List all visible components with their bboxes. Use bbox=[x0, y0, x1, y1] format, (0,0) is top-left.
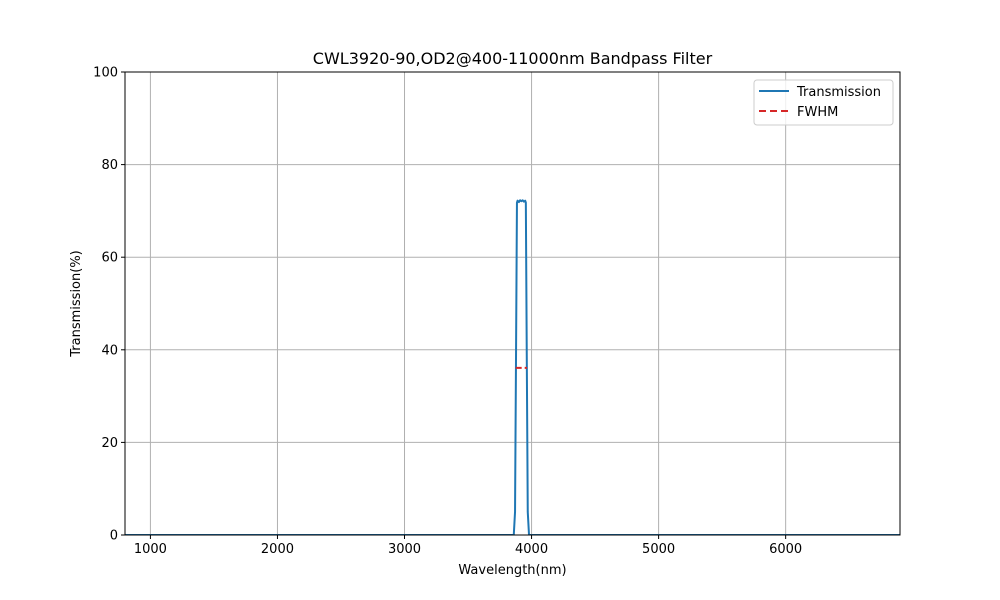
y-tick-label: 0 bbox=[110, 529, 118, 544]
x-tick-label: 5000 bbox=[642, 542, 675, 557]
legend-transmission-label: Transmission bbox=[796, 85, 881, 100]
y-tick-label: 20 bbox=[101, 436, 118, 451]
chart-title: CWL3920-90,OD2@400-11000nm Bandpass Filt… bbox=[313, 49, 713, 68]
series-line-transmission bbox=[125, 199, 900, 535]
x-tick-label: 4000 bbox=[515, 542, 548, 557]
legend: Transmission FWHM bbox=[753, 79, 894, 126]
x-axis-label: Wavelength(nm) bbox=[458, 563, 566, 578]
legend-fwhm-label: FWHM bbox=[797, 105, 838, 120]
y-tick-label: 80 bbox=[101, 158, 118, 173]
x-tick-label: 3000 bbox=[388, 542, 421, 557]
y-tick-label: 60 bbox=[101, 251, 118, 266]
x-tick-label: 2000 bbox=[261, 542, 294, 557]
x-tick-label: 1000 bbox=[134, 542, 167, 557]
x-tick-label: 6000 bbox=[769, 542, 802, 557]
y-axis-label: Transmission(%) bbox=[69, 250, 84, 357]
tick-layer: 1000 2000 3000 4000 5000 6000 0 20 40 60 80 100 bbox=[93, 66, 802, 558]
y-tick-label: 100 bbox=[93, 66, 118, 81]
y-tick-label: 40 bbox=[101, 343, 118, 358]
grid-layer bbox=[125, 71, 900, 536]
series-layer bbox=[125, 199, 900, 535]
plot-frame bbox=[124, 71, 901, 536]
